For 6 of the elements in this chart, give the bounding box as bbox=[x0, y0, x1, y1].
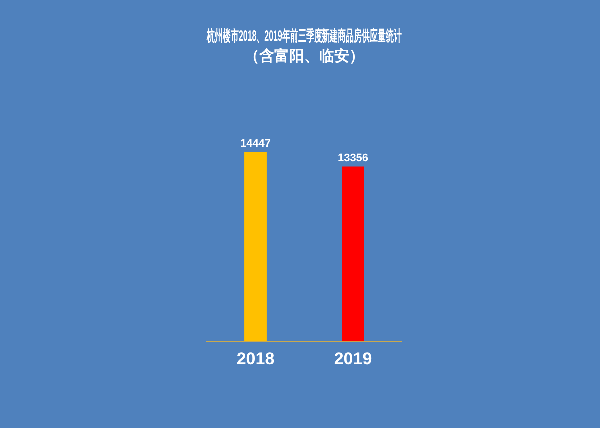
chart-subtitle: （含富阳、临安） bbox=[244, 47, 364, 66]
x-tick-label: 2019 bbox=[334, 349, 372, 368]
chart-title: 杭州楼市2018、2019年前三季度新建商品房供应量统计 bbox=[206, 27, 402, 45]
x-tick-label: 2018 bbox=[236, 349, 275, 368]
data-label: 13356 bbox=[338, 152, 369, 164]
data-label: 14447 bbox=[240, 138, 272, 150]
